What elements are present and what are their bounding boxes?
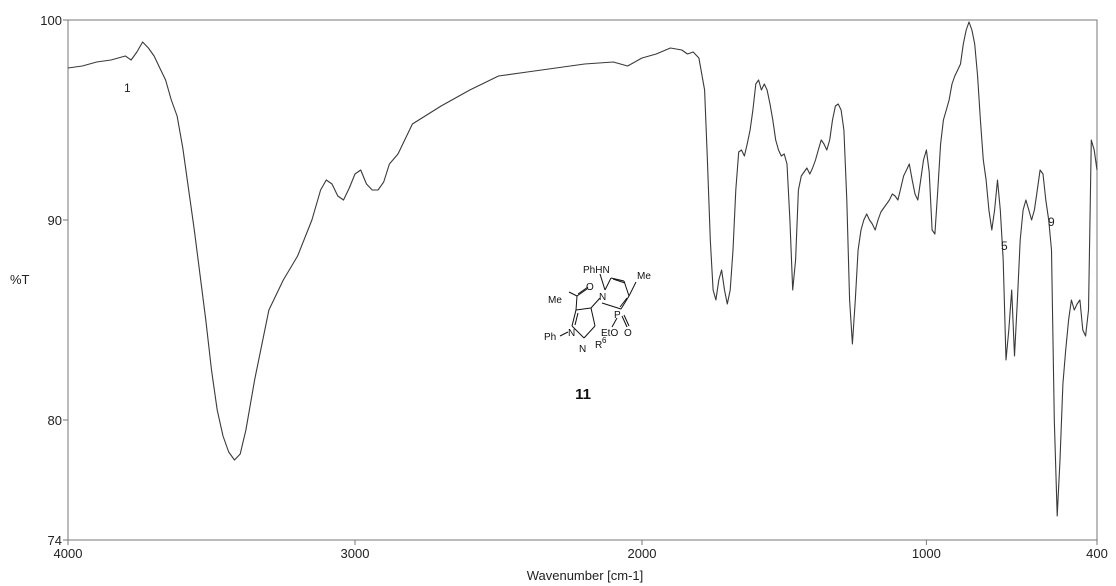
label-me-left: Me xyxy=(548,295,562,306)
label-o: O xyxy=(624,328,632,339)
y-tick-label: 80 xyxy=(48,413,62,428)
peak-annotation-5: 5 xyxy=(1001,239,1008,253)
peak-annotation-1: 1 xyxy=(124,81,131,95)
x-tick-label: 2000 xyxy=(628,546,657,561)
x-axis-title: Wavenumber [cm-1] xyxy=(527,568,644,583)
label-r6-sup: 6 xyxy=(602,336,607,345)
label-r6: R xyxy=(595,340,602,351)
y-tick-label: 90 xyxy=(48,213,62,228)
y-tick-label: 74 xyxy=(48,533,62,548)
x-tick-label: 400 xyxy=(1086,546,1108,561)
chemical-structure: PhHN Me N Me O P EtO O Ph N N R 6 11 xyxy=(544,265,651,403)
compound-number: 11 xyxy=(575,386,591,403)
label-me-top: Me xyxy=(637,271,651,282)
label-n-ring: N xyxy=(599,292,606,303)
y-axis-title: %T xyxy=(10,272,30,287)
axis-ticks: 4000 3000 2000 1000 400 74 80 90 100 xyxy=(40,13,1108,561)
plot-frame xyxy=(67,19,1098,541)
label-eto: EtO xyxy=(601,328,618,339)
label-p: P xyxy=(614,310,621,321)
peak-annotation-9: 9 xyxy=(1048,215,1055,229)
label-phhn: PhHN xyxy=(583,265,610,276)
y-tick-label: 100 xyxy=(40,13,62,28)
label-o-acyl: O xyxy=(586,282,594,293)
label-n2: N xyxy=(579,344,586,355)
structure-bonds xyxy=(559,273,637,339)
x-tick-label: 1000 xyxy=(912,546,941,561)
label-ph: Ph xyxy=(544,332,556,343)
x-tick-label: 3000 xyxy=(341,546,370,561)
x-tick-label: 4000 xyxy=(54,546,83,561)
label-n1: N xyxy=(568,328,575,339)
series-line xyxy=(67,21,1098,517)
